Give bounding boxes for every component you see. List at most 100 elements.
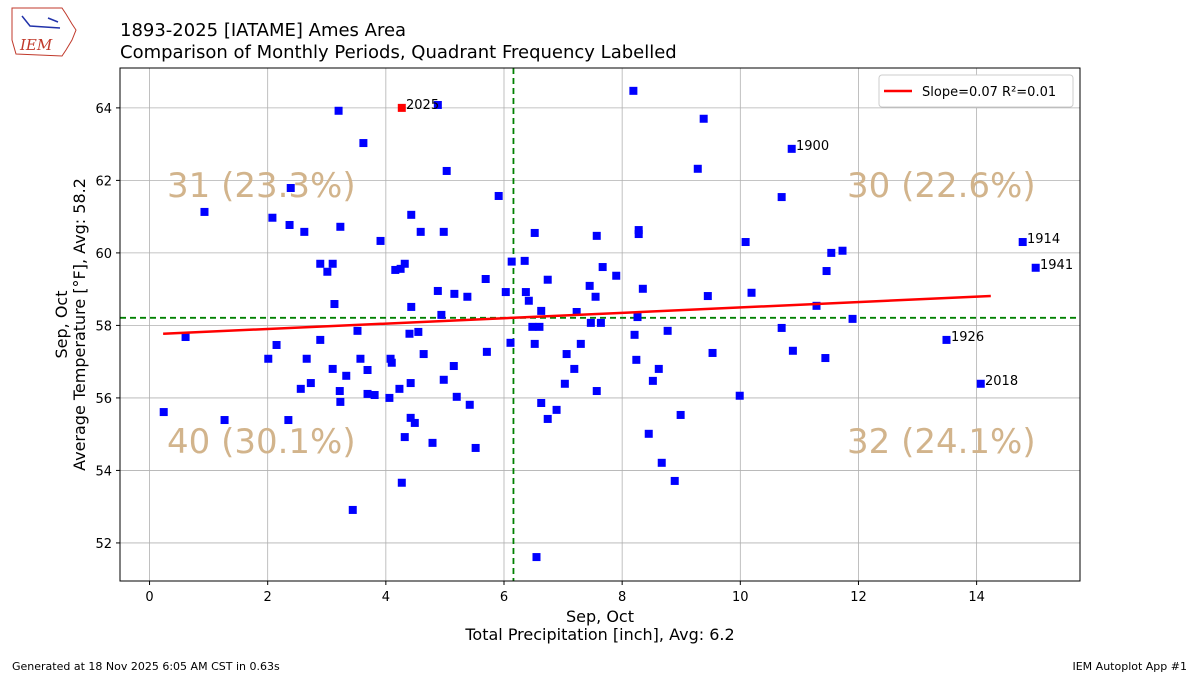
point (363, 365, 372, 374)
point (335, 387, 344, 396)
y-tick-label: 58 (95, 319, 112, 334)
point (342, 371, 351, 380)
logo-text: IEM (19, 36, 53, 54)
point (693, 164, 702, 173)
point (821, 354, 830, 363)
point (296, 384, 305, 393)
year-label: 1926 (951, 330, 984, 345)
point (328, 259, 337, 268)
point (570, 364, 579, 373)
point (524, 296, 533, 305)
point (323, 267, 332, 276)
point (286, 184, 295, 193)
point (598, 263, 607, 272)
point (537, 306, 546, 315)
point (419, 350, 428, 359)
x-tick-label: 14 (968, 590, 985, 605)
y-axis-label: Sep, Oct (52, 291, 71, 359)
chart-title: 1893-2025 [IATAME] Ames Area (120, 20, 406, 41)
chart-subtitle: Comparison of Monthly Periods, Quadrant … (120, 42, 677, 63)
point (592, 231, 601, 240)
point (537, 398, 546, 407)
point (264, 354, 273, 363)
point (535, 322, 544, 331)
point (530, 339, 539, 348)
point (633, 313, 642, 322)
fit-line (163, 294, 991, 335)
point (612, 271, 621, 280)
point (494, 191, 503, 200)
point (634, 230, 643, 239)
point (300, 227, 309, 236)
y-axis-label: Average Temperature [°F], Avg: 58.2 (70, 178, 89, 471)
point (387, 358, 396, 367)
plot-frame (119, 67, 1081, 582)
point (735, 391, 744, 400)
point (638, 284, 647, 293)
point (334, 106, 343, 115)
point (1031, 263, 1040, 272)
point (644, 429, 653, 438)
year-label: 1900 (796, 139, 829, 154)
point (449, 362, 458, 371)
point (359, 139, 368, 148)
point (439, 227, 448, 236)
y-tick-label: 56 (95, 392, 112, 407)
y-tick-label: 62 (95, 174, 112, 189)
point (822, 267, 831, 276)
year-label: 1914 (1027, 232, 1060, 247)
point (397, 478, 406, 487)
point (428, 438, 437, 447)
point (481, 275, 490, 284)
point (708, 348, 717, 357)
point (442, 166, 451, 175)
point (437, 310, 446, 319)
point (348, 505, 357, 514)
point (532, 553, 541, 562)
point (562, 350, 571, 359)
point (777, 323, 786, 332)
point (657, 458, 666, 467)
point (302, 354, 311, 363)
point (220, 416, 229, 425)
point (572, 307, 581, 316)
point (703, 292, 712, 301)
x-tick-label: 8 (618, 590, 626, 605)
point (272, 340, 281, 349)
point (376, 236, 385, 245)
logo-icon (21, 15, 61, 29)
point (397, 103, 406, 112)
point (416, 227, 425, 236)
point (591, 292, 600, 301)
point (406, 413, 415, 422)
footer-left: Generated at 18 Nov 2025 6:05 AM CST in … (12, 660, 280, 673)
x-tick-label: 6 (500, 590, 508, 605)
point (316, 335, 325, 344)
point (336, 397, 345, 406)
point (552, 405, 561, 414)
point (450, 289, 459, 298)
x-axis-label: Total Precipitation [inch], Avg: 6.2 (464, 625, 734, 644)
legend-label: Slope=0.07 R²=0.01 (922, 85, 1056, 100)
point (596, 318, 605, 327)
x-tick-label: 0 (145, 590, 153, 605)
point (787, 144, 796, 153)
point (463, 292, 472, 301)
y-tick-label: 64 (95, 102, 112, 117)
point (200, 207, 209, 216)
point (452, 392, 461, 401)
year-label: 1941 (1040, 258, 1073, 273)
point (400, 259, 409, 268)
point (471, 443, 480, 452)
point (528, 322, 537, 331)
point (330, 300, 339, 309)
point (585, 281, 594, 290)
point (433, 286, 442, 295)
point (268, 213, 277, 222)
point (543, 275, 552, 284)
point (507, 257, 516, 266)
point (356, 354, 365, 363)
year-label: 2018 (985, 374, 1018, 389)
